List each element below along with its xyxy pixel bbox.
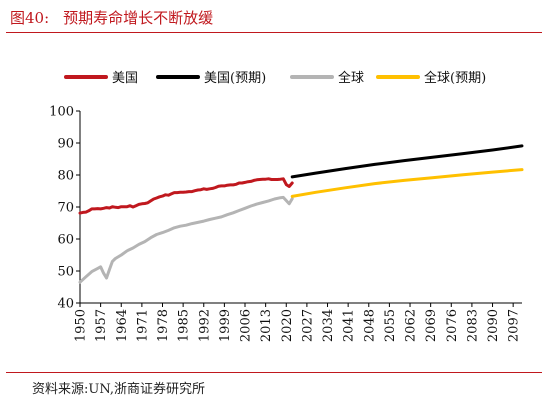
y-tick-label: 50 [57, 265, 74, 280]
series-line-2 [290, 144, 524, 179]
legend-label-2: 美国(预期) [204, 71, 266, 86]
series-line-1 [78, 177, 294, 215]
x-tick-label: 1964 [115, 309, 130, 342]
x-tick-label: 2027 [300, 309, 315, 342]
x-tick-label: 2097 [507, 309, 522, 342]
source-note: 资料来源:UN,浙商证券研究所 [32, 382, 206, 397]
y-tick-label: 90 [57, 137, 74, 152]
x-tick-label: 2034 [321, 309, 336, 342]
legend-label-3: 全球 [338, 70, 364, 86]
figure-label: 图40: [10, 9, 50, 27]
x-tick-label: 1950 [74, 309, 89, 342]
legend-label-4: 全球(预期) [424, 70, 486, 86]
x-tick-label: 2055 [383, 309, 398, 342]
x-tick-label: 2013 [259, 309, 274, 342]
chart-legend: 美国 美国(预期) 全球 全球(预期) [64, 70, 486, 86]
x-tick-label: 1971 [135, 309, 150, 342]
y-tick-label: 80 [57, 169, 74, 184]
x-tick-label: 1978 [156, 309, 171, 342]
y-tick-label: 70 [57, 201, 74, 216]
x-tick-label: 2076 [445, 309, 460, 342]
series-line-4 [290, 168, 524, 198]
chart-axes: 40 50 60 70 80 90 100 1950 1957 1964 1971 1978 1985 1… [49, 105, 522, 342]
x-tick-label: 1992 [197, 309, 212, 342]
x-tick-label: 1957 [94, 309, 109, 342]
y-tick-label: 60 [57, 233, 74, 248]
x-tick-label: 2020 [280, 309, 295, 342]
source-divider [6, 372, 542, 373]
x-tick-label: 2090 [486, 309, 501, 342]
x-tick-label: 2062 [404, 309, 419, 342]
chart-series [78, 144, 524, 284]
x-tick-label: 2083 [465, 309, 480, 342]
x-tick-label: 2006 [239, 309, 254, 342]
life-expectancy-chart: 美国 美国(预期) 全球 全球(预期) 40 50 60 70 80 90 100 1950 1957… [49, 70, 524, 342]
y-tick-label: 100 [49, 105, 74, 120]
figure-title: 图40: 预期寿命增长不断放缓 [10, 6, 213, 30]
x-tick-label: 2069 [424, 309, 439, 342]
x-tick-label: 2041 [342, 309, 357, 342]
series-line-3 [78, 195, 294, 284]
x-tick-label: 1999 [218, 309, 233, 342]
y-tick-label: 40 [57, 297, 74, 312]
figure-title-text: 预期寿命增长不断放缓 [63, 9, 214, 27]
x-tick-label: 1985 [177, 309, 192, 342]
x-tick-label: 2048 [362, 309, 377, 342]
title-divider [6, 32, 542, 33]
legend-label-1: 美国 [112, 71, 138, 86]
